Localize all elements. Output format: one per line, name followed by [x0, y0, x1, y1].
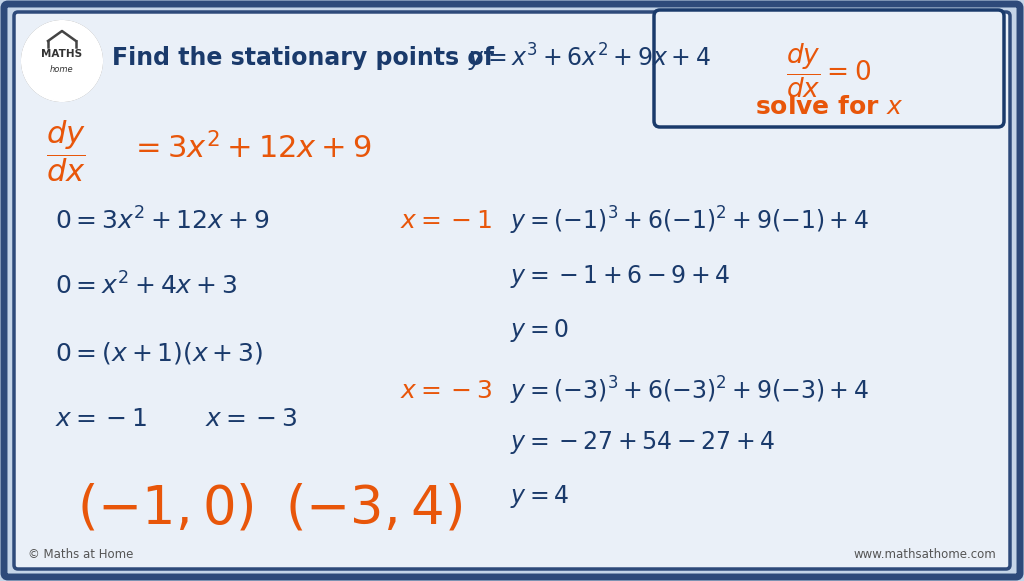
Text: $x = -3$: $x = -3$	[205, 407, 298, 431]
Text: $y = (-1)^3 + 6(-1)^2 + 9(-1) + 4$: $y = (-1)^3 + 6(-1)^2 + 9(-1) + 4$	[510, 205, 869, 237]
Text: $y = -1 + 6 - 9 + 4$: $y = -1 + 6 - 9 + 4$	[510, 263, 730, 289]
Text: $y = (-3)^3 + 6(-3)^2 + 9(-3) + 4$: $y = (-3)^3 + 6(-3)^2 + 9(-3) + 4$	[510, 375, 869, 407]
Text: $y = -27 + 54 - 27 + 4$: $y = -27 + 54 - 27 + 4$	[510, 429, 775, 457]
Text: $(-1,0)\;\;(-3,4)$: $(-1,0)\;\;(-3,4)$	[78, 483, 463, 535]
Text: home: home	[50, 66, 74, 74]
FancyBboxPatch shape	[4, 4, 1020, 577]
Text: MATHS: MATHS	[41, 49, 83, 59]
Text: $0 = x^2 + 4x + 3$: $0 = x^2 + 4x + 3$	[55, 272, 238, 300]
Text: $x = -1$: $x = -1$	[400, 209, 493, 233]
Text: Find the stationary points of: Find the stationary points of	[112, 46, 502, 70]
Circle shape	[22, 21, 102, 101]
Text: $y = 0$: $y = 0$	[510, 317, 569, 345]
Text: solve for $x$: solve for $x$	[755, 95, 903, 119]
FancyBboxPatch shape	[654, 10, 1004, 127]
FancyBboxPatch shape	[14, 12, 1010, 569]
Text: $0 = 3x^2 + 12x + 9$: $0 = 3x^2 + 12x + 9$	[55, 207, 269, 235]
Text: www.mathsathome.com: www.mathsathome.com	[853, 548, 996, 561]
Text: $y = 4$: $y = 4$	[510, 482, 569, 510]
Text: $x = -3$: $x = -3$	[400, 379, 493, 403]
Text: $= 3x^2 + 12x + 9$: $= 3x^2 + 12x + 9$	[130, 132, 372, 164]
Text: © Maths at Home: © Maths at Home	[28, 548, 133, 561]
Text: $\dfrac{dy}{dx} = 0$: $\dfrac{dy}{dx} = 0$	[786, 42, 871, 100]
Text: $0 = (x+1)(x+3)$: $0 = (x+1)(x+3)$	[55, 340, 263, 366]
Text: $x = -1$: $x = -1$	[55, 407, 147, 431]
Text: $\dfrac{dy}{dx}$: $\dfrac{dy}{dx}$	[46, 118, 86, 184]
Text: $y = x^3 + 6x^2 + 9x + 4$: $y = x^3 + 6x^2 + 9x + 4$	[468, 42, 711, 74]
